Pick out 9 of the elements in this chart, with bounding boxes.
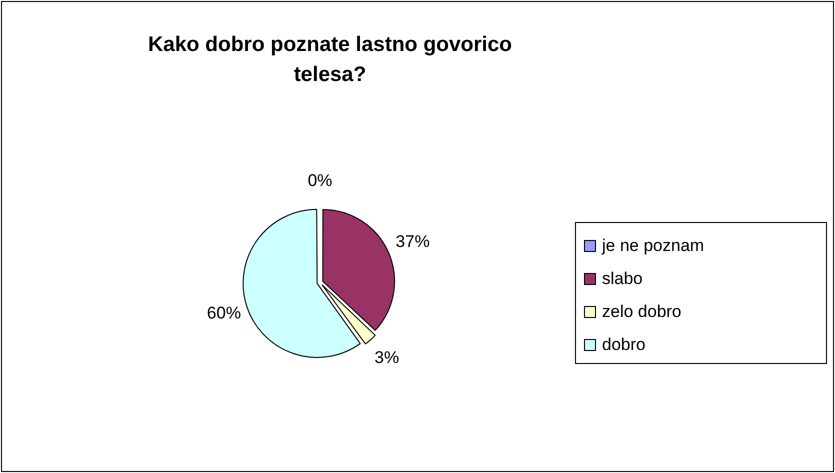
legend-label: zelo dobro bbox=[602, 302, 682, 322]
legend-label: slabo bbox=[602, 268, 643, 288]
data-label: 3% bbox=[374, 348, 400, 367]
text: 0% bbox=[308, 171, 332, 190]
data-label: 37% bbox=[396, 232, 430, 252]
data-label: 60% bbox=[206, 303, 241, 322]
legend-label: je ne poznam bbox=[602, 236, 704, 256]
chart-title: Kako dobro poznate lastno govorico telesa? bbox=[146, 32, 514, 88]
legend-label: dobro bbox=[602, 334, 646, 354]
